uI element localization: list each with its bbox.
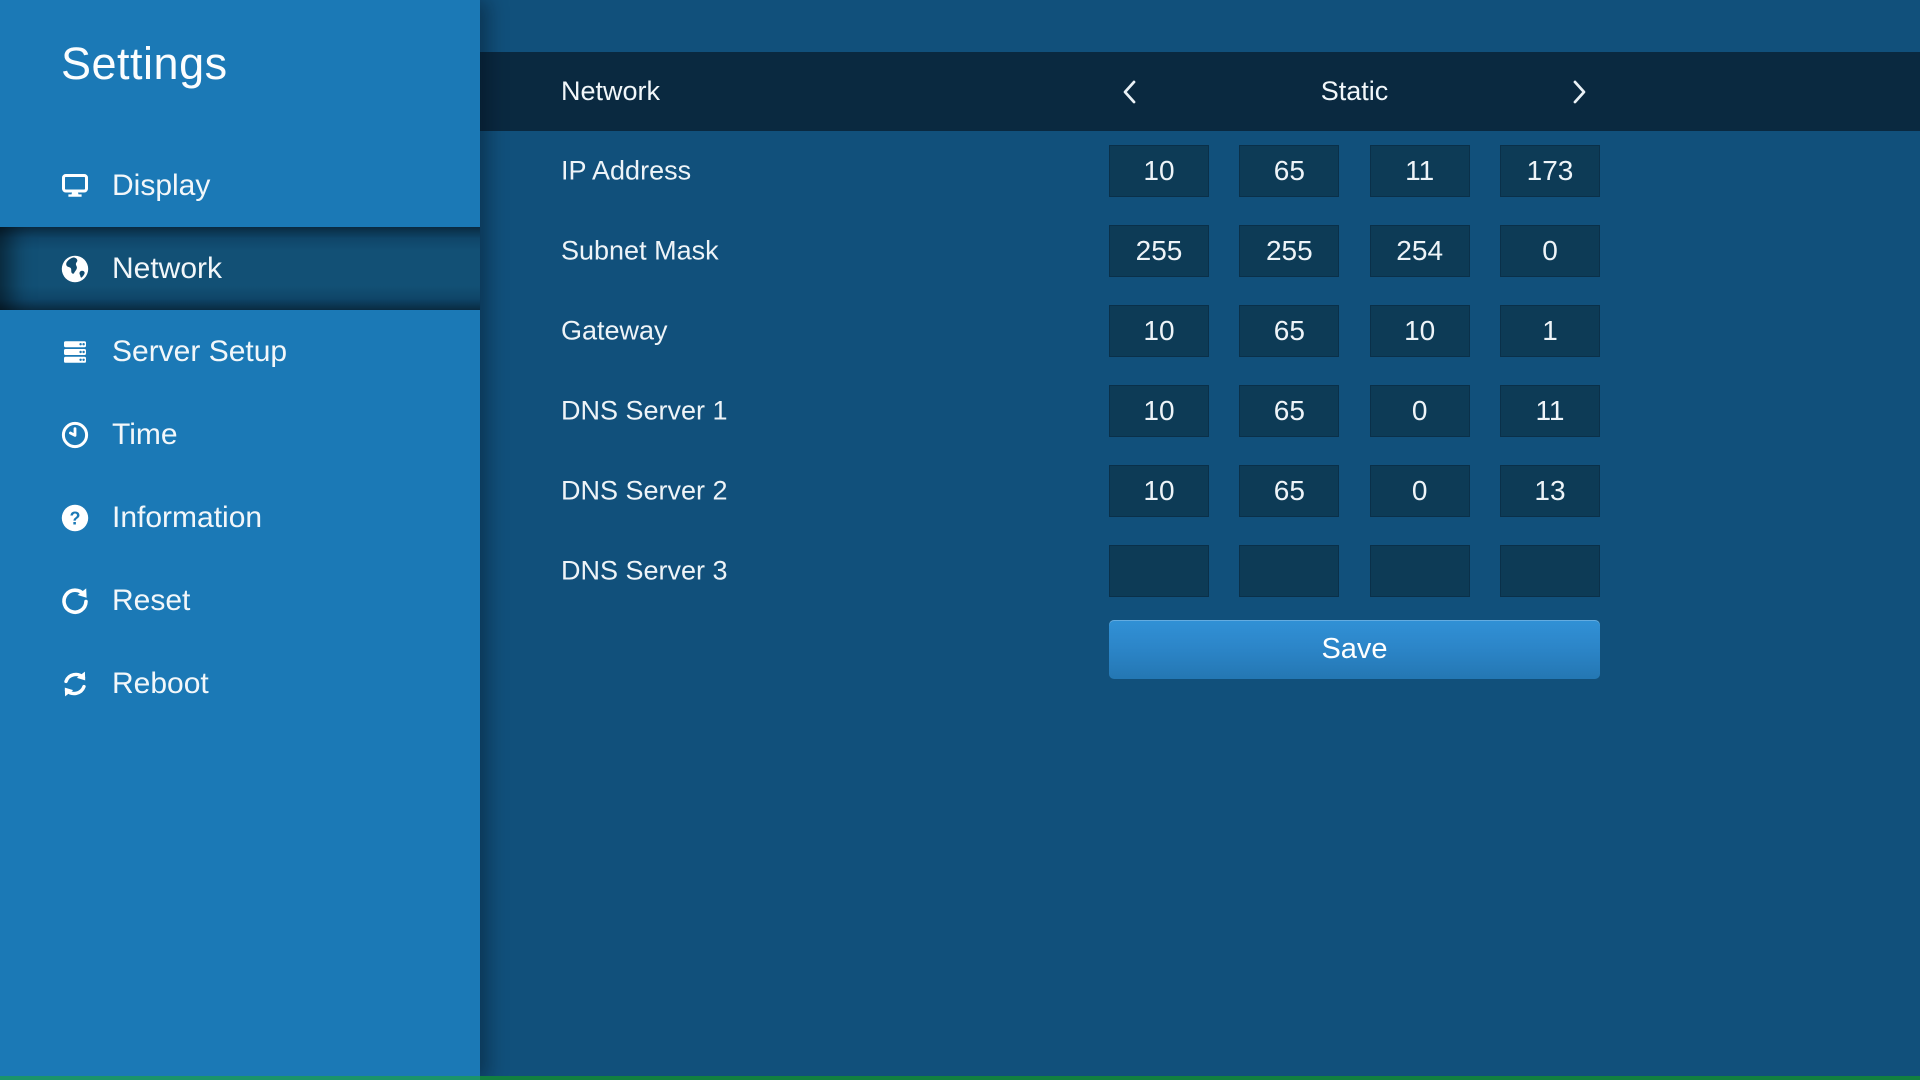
octet-input[interactable] (1109, 545, 1209, 597)
mode-value: Static (1320, 76, 1389, 106)
field-row-gateway: Gateway (480, 291, 1920, 371)
sidebar-item-network[interactable]: Network (0, 227, 480, 310)
mode-selector: Static (1109, 52, 1600, 131)
sidebar: Settings Display (0, 0, 480, 1080)
section-title: Network (561, 76, 661, 106)
octet-input[interactable] (1109, 305, 1209, 357)
octet-input[interactable] (1109, 145, 1209, 197)
octet-input[interactable] (1369, 305, 1470, 357)
field-row-dns-server-2: DNS Server 2 (480, 451, 1920, 531)
octet-input[interactable] (1239, 385, 1340, 437)
octet-input[interactable] (1239, 545, 1340, 597)
octet-input[interactable] (1369, 545, 1470, 597)
field-label: DNS Server 2 (561, 475, 728, 506)
octet-input[interactable] (1239, 225, 1340, 277)
clock-icon (59, 419, 91, 451)
question-circle-icon: ? (59, 502, 91, 534)
octet-group (1109, 545, 1600, 597)
octet-input[interactable] (1499, 545, 1600, 597)
octet-group (1109, 465, 1600, 517)
field-row-subnet-mask: Subnet Mask (480, 211, 1920, 291)
sidebar-item-label: Network (112, 251, 223, 285)
page-title: Settings (61, 38, 228, 89)
field-row-dns-server-3: DNS Server 3 (480, 531, 1920, 611)
globe-icon (59, 253, 91, 285)
field-label: IP Address (561, 155, 692, 186)
octet-input[interactable] (1499, 465, 1600, 517)
field-row-ip-address: IP Address (480, 131, 1920, 211)
sidebar-item-label: Reboot (112, 666, 209, 700)
octet-input[interactable] (1109, 225, 1209, 277)
sidebar-item-label: Information (112, 500, 263, 534)
octet-group (1109, 305, 1600, 357)
reboot-icon (59, 668, 91, 700)
octet-input[interactable] (1499, 305, 1600, 357)
field-label: Gateway (561, 315, 668, 346)
sidebar-item-time[interactable]: Time (0, 393, 480, 476)
bottom-accent-bar (0, 1076, 1920, 1080)
field-label: DNS Server 1 (561, 395, 728, 426)
sidebar-menu: Display Network (0, 144, 480, 725)
sidebar-item-label: Time (112, 417, 178, 451)
sidebar-item-display[interactable]: Display (0, 144, 480, 227)
display-icon (59, 170, 91, 202)
sidebar-item-reset[interactable]: Reset (0, 559, 480, 642)
sidebar-item-reboot[interactable]: Reboot (0, 642, 480, 725)
octet-input[interactable] (1239, 305, 1340, 357)
octet-input[interactable] (1369, 465, 1470, 517)
octet-input[interactable] (1109, 385, 1209, 437)
field-label: Subnet Mask (561, 235, 719, 266)
mode-prev-button[interactable] (1109, 69, 1149, 115)
octet-input[interactable] (1239, 145, 1340, 197)
octet-input[interactable] (1369, 385, 1470, 437)
mode-next-button[interactable] (1560, 69, 1600, 115)
svg-text:?: ? (70, 508, 81, 528)
section-header: Network Static (480, 52, 1920, 131)
octet-input[interactable] (1499, 225, 1600, 277)
octet-input[interactable] (1239, 465, 1340, 517)
content: Network Static IP Address (480, 0, 1920, 1080)
sidebar-item-label: Reset (112, 583, 191, 617)
octet-input[interactable] (1369, 225, 1470, 277)
octet-input[interactable] (1369, 145, 1470, 197)
sidebar-item-server-setup[interactable]: Server Setup (0, 310, 480, 393)
chevron-left-icon (1123, 80, 1136, 103)
chevron-right-icon (1573, 80, 1586, 103)
octet-group (1109, 145, 1600, 197)
octet-group (1109, 385, 1600, 437)
octet-group (1109, 225, 1600, 277)
sidebar-item-label: Display (112, 168, 211, 202)
field-label: DNS Server 3 (561, 555, 728, 586)
field-row-dns-server-1: DNS Server 1 (480, 371, 1920, 451)
sidebar-item-information[interactable]: ? Information (0, 476, 480, 559)
server-icon (59, 336, 91, 368)
reset-icon (59, 585, 91, 617)
save-button[interactable]: Save (1109, 620, 1600, 679)
octet-input[interactable] (1109, 465, 1209, 517)
octet-input[interactable] (1499, 145, 1600, 197)
octet-input[interactable] (1499, 385, 1600, 437)
sidebar-item-label: Server Setup (112, 334, 288, 368)
